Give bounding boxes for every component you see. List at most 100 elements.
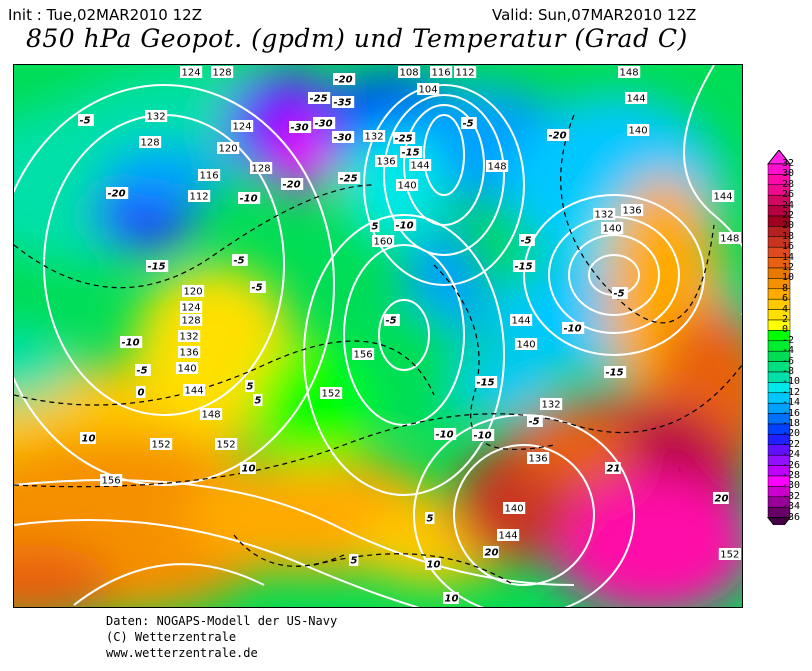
label-box	[250, 162, 273, 174]
label-box	[281, 178, 304, 190]
geopotential-label: 148	[202, 410, 221, 421]
geopotential-contour	[378, 299, 430, 371]
label-box	[240, 462, 256, 474]
scale-label: 20	[782, 220, 795, 232]
geopotential-label: 128	[252, 164, 271, 175]
label-box	[332, 131, 355, 143]
label-box	[180, 66, 203, 78]
temperature-label: -25	[395, 134, 413, 145]
geopotential-label: 132	[180, 332, 199, 343]
label-box	[245, 380, 255, 392]
geopotential-contour	[453, 444, 595, 586]
label-box	[332, 96, 355, 108]
temperature-label: -10	[240, 194, 258, 205]
label-box	[612, 287, 628, 299]
geopotential-contour	[73, 563, 265, 606]
label-box	[320, 387, 343, 399]
label-box	[618, 66, 641, 78]
geopotential-label: 136	[377, 157, 396, 168]
label-box	[409, 159, 432, 171]
label-box	[398, 66, 421, 78]
geopotential-label: 152	[152, 440, 171, 451]
geopotential-label: 132	[542, 400, 561, 411]
geopotential-contour	[14, 479, 575, 586]
geopotential-label: 140	[603, 224, 622, 235]
scale-label: 4	[782, 303, 789, 315]
label-box	[425, 558, 441, 570]
geopotential-label: 112	[456, 68, 475, 79]
temperature-label: -15	[477, 378, 495, 389]
temperature-label: -30	[334, 133, 352, 144]
geopotential-contour	[523, 194, 705, 356]
label-box	[593, 208, 616, 220]
label-box	[146, 260, 169, 272]
scale-label: -4	[782, 345, 795, 357]
temperature-label: 5	[427, 514, 434, 525]
label-box	[139, 136, 162, 148]
geopotential-label: 152	[720, 550, 739, 561]
label-box	[338, 172, 361, 184]
label-box	[394, 219, 417, 231]
scale-label: 12	[782, 262, 795, 273]
label-box	[145, 110, 168, 122]
temperature-label: -10	[396, 221, 414, 232]
label-box	[188, 190, 211, 202]
label-box	[601, 222, 624, 234]
temperature-field: 124 1281321281241201161121201241281321361…	[14, 65, 742, 607]
init-time: Init : Tue,02MAR2010 12Z	[8, 6, 202, 24]
temperature-label: -5	[137, 366, 148, 377]
temperature-label: -25	[340, 174, 358, 185]
copyright: (C) Wetterzentrale	[106, 630, 237, 644]
temperature-label: -5	[234, 256, 245, 267]
temperature-label: -20	[283, 180, 301, 191]
geopotential-label: 156	[354, 350, 373, 361]
label-box	[486, 160, 509, 172]
temperature-label: 10	[82, 434, 96, 445]
temperature-area	[254, 345, 374, 465]
label-box	[232, 254, 248, 266]
temperature-label: -35	[334, 98, 352, 109]
label-box	[540, 398, 563, 410]
geopotential-label: 132	[147, 112, 166, 123]
label-box	[100, 474, 123, 486]
label-box	[198, 169, 221, 181]
geopotential-label: 136	[180, 348, 199, 359]
label-box	[289, 121, 312, 133]
geopotential-label: 136	[529, 454, 548, 465]
scale-label: 2	[782, 314, 789, 325]
geopotential-label: 132	[365, 132, 384, 143]
temperature-label: -5	[614, 289, 625, 300]
temperature-label: -20	[335, 75, 353, 86]
scale-label: -22	[782, 438, 801, 450]
label-box	[625, 92, 648, 104]
temperature-label: 5	[247, 382, 254, 393]
label-box	[483, 546, 499, 558]
label-box	[200, 408, 223, 420]
scale-label: -10	[782, 376, 801, 388]
label-box	[605, 462, 621, 474]
geopotential-label: 156	[102, 476, 121, 487]
geopotential-label: 124	[182, 68, 201, 79]
temperature-label: 20	[715, 494, 729, 505]
geopotential-label: 132	[595, 210, 614, 221]
label-box	[180, 301, 203, 313]
scale-label: 28	[782, 178, 795, 190]
geopotential-label: 140	[505, 504, 524, 515]
geopotential-label: 116	[432, 68, 451, 79]
scale-label: -14	[782, 397, 801, 409]
label-box	[308, 92, 331, 104]
label-box	[400, 146, 423, 158]
geopotential-contour	[343, 244, 465, 426]
geopotential-label: 124	[233, 122, 252, 133]
label-box	[178, 330, 201, 342]
temperature-label: -20	[549, 131, 567, 142]
temperature-label: -10	[122, 338, 140, 349]
label-box	[313, 117, 336, 129]
label-box	[253, 394, 263, 406]
label-box	[215, 438, 238, 450]
label-box	[510, 314, 533, 326]
data-source: Daten: NOGAPS-Modell der US-Navy	[106, 614, 338, 628]
map-title: 850 hPa Geopot. (gpdm) und Temperatur (G…	[26, 24, 688, 53]
isotherm	[14, 184, 375, 289]
scale-label: 0	[782, 324, 789, 336]
